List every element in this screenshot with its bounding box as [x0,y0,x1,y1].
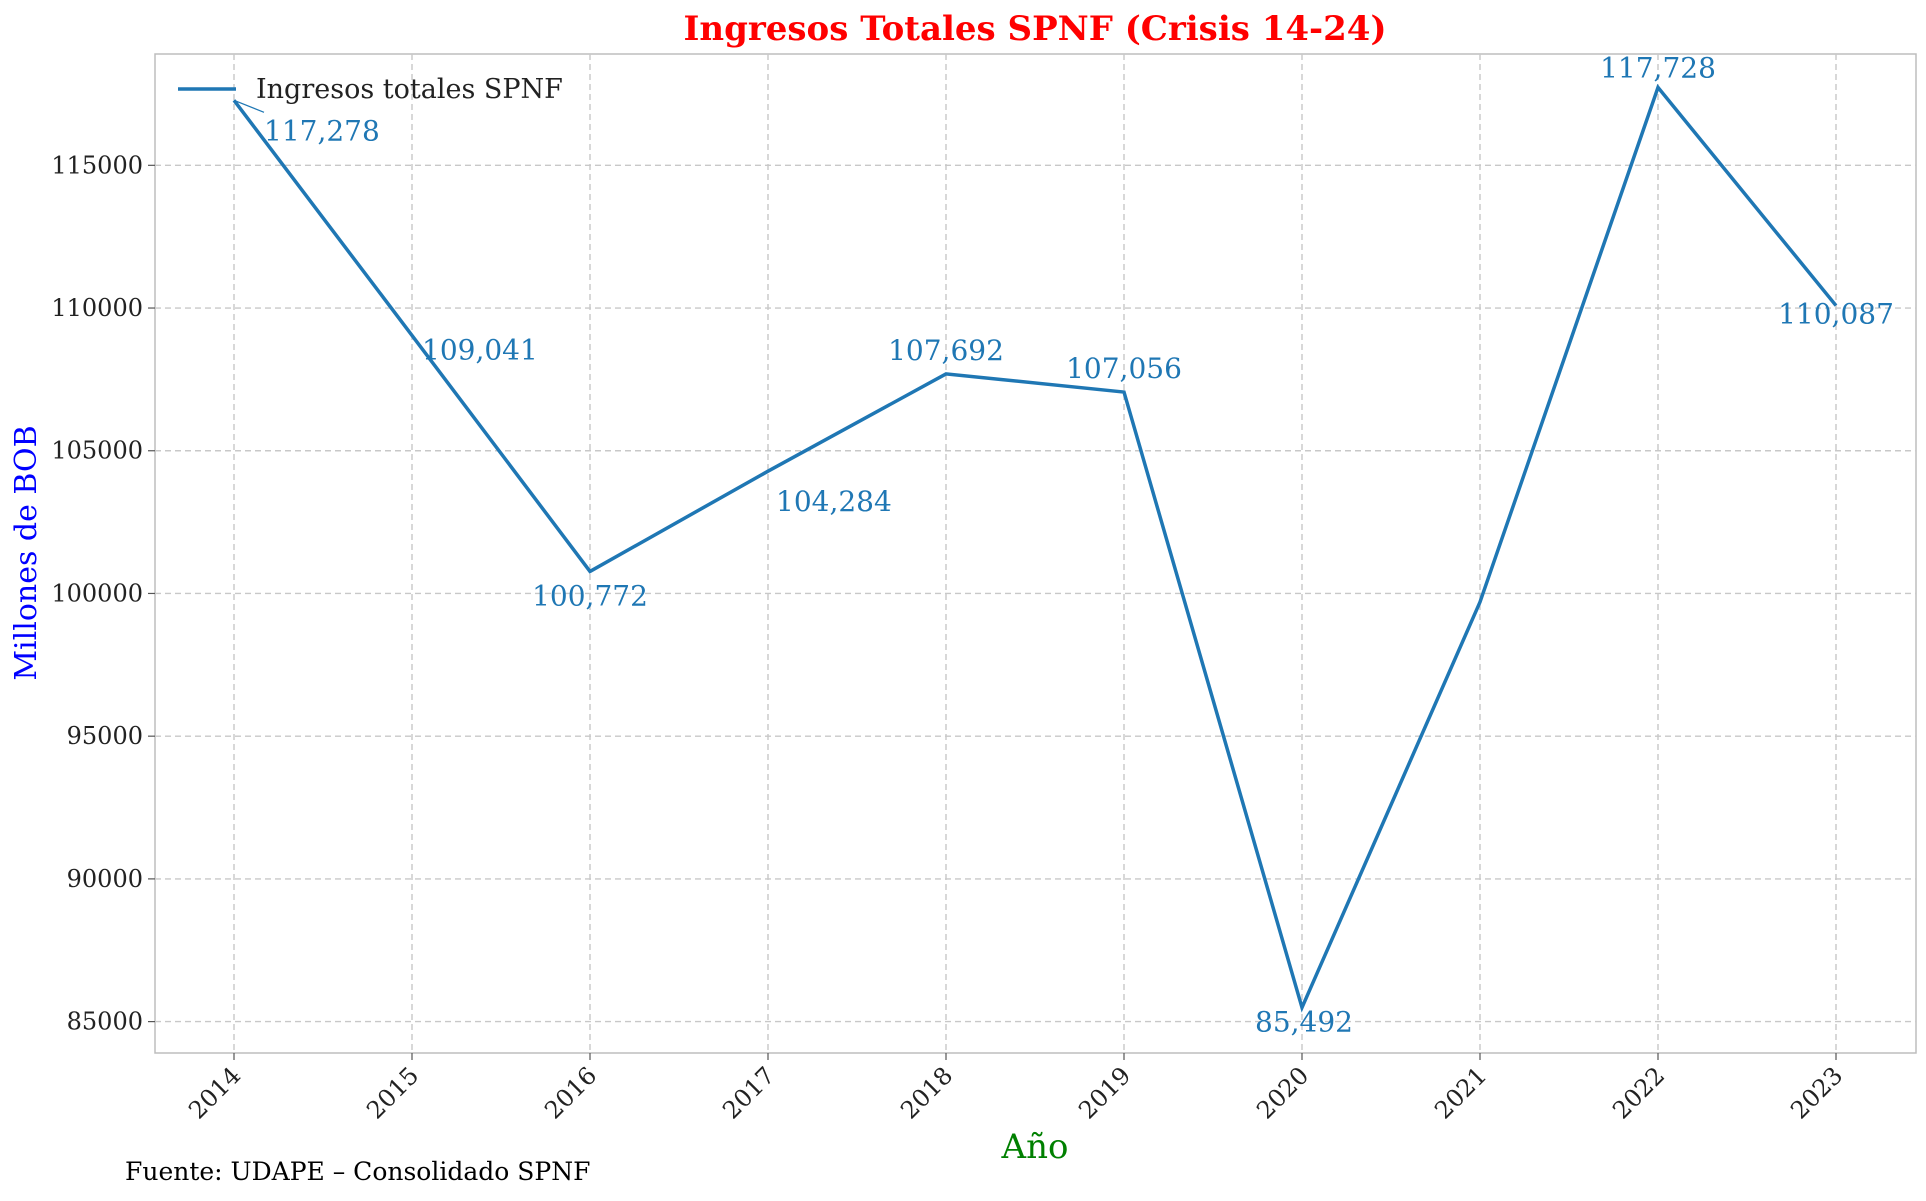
data-labels: 117,278 109,041 100,772 104,284 107,692 107,0… [233,51,1894,1039]
data-label: 107,692 [888,334,1004,367]
y-tick-label: 105000 [51,437,143,465]
y-tick-label: 100000 [51,579,143,607]
y-tick-label: 90000 [67,865,143,893]
data-label: 110,087 [1778,298,1894,331]
data-label: 104,284 [776,485,892,518]
y-tick-label: 110000 [51,294,143,322]
y-tick-label: 85000 [67,1008,143,1036]
legend: Ingresos totales SPNF [178,74,563,105]
x-axis-label: Año [1001,1127,1069,1167]
annotation-leader-line [233,99,265,113]
chart-title: Ingresos Totales SPNF (Crisis 14-24) [683,9,1386,49]
data-label: 100,772 [532,579,648,612]
y-tick-label: 95000 [67,722,143,750]
data-label: 85,492 [1255,1006,1353,1039]
y-tick-label: 115000 [51,151,143,179]
series-line [232,83,1838,1013]
data-label: 109,041 [422,333,538,366]
y-axis-label: Millones de BOB [9,425,44,680]
grid [155,54,1916,1053]
series-layer [232,83,1838,1013]
legend-entry-label: Ingresos totales SPNF [256,74,563,105]
data-label: 117,728 [1600,51,1716,84]
data-label: 117,278 [264,114,380,147]
data-label: 107,056 [1066,352,1182,385]
source-note: Fuente: UDAPE – Consolidado SPNF [125,1157,590,1186]
plot-area [154,53,1917,1054]
